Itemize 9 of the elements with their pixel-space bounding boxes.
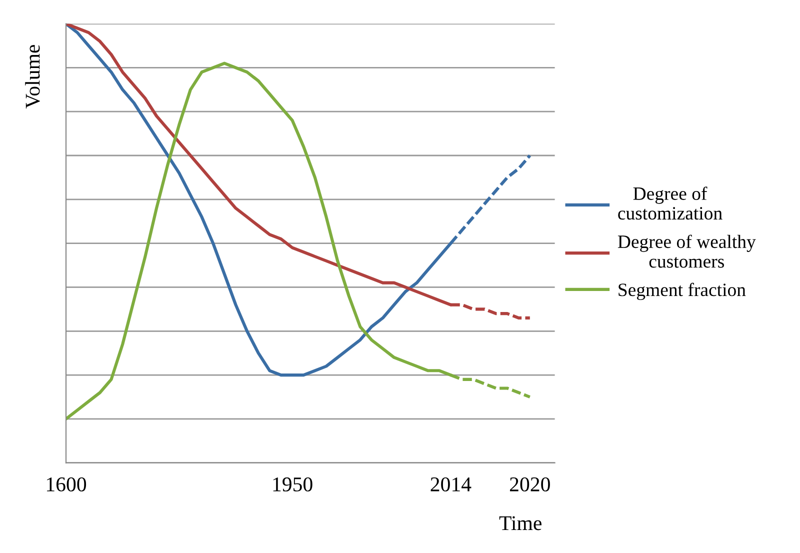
x-tick-label: 2014 bbox=[430, 477, 472, 492]
x-tick-label: 1950 bbox=[273, 477, 312, 492]
x-axis-title: Time bbox=[499, 516, 542, 530]
x-tick-label: 1600 bbox=[47, 477, 86, 492]
legend-label: Segment fraction bbox=[618, 282, 746, 300]
legend-label: Degree of customization bbox=[618, 186, 722, 220]
y-axis-title: Volume bbox=[25, 44, 40, 108]
legend-label: Degree of wealthy customers bbox=[618, 234, 756, 268]
x-tick-label: 2020 bbox=[510, 477, 550, 492]
